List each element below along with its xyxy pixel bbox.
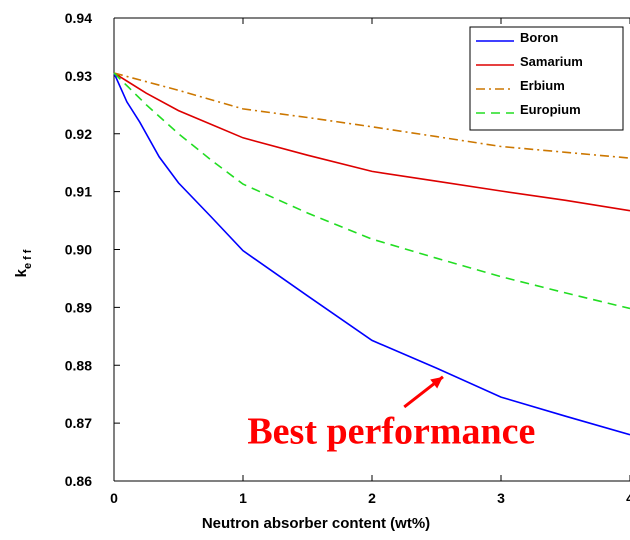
y-axis-title: keff: [13, 247, 34, 278]
annotation: Best performance: [247, 375, 535, 452]
y-tick-label: 0.92: [65, 126, 92, 142]
y-tick-label: 0.86: [65, 473, 92, 489]
series-line-samarium: [113, 72, 630, 212]
series-lines: [113, 72, 630, 436]
x-tick-label: 4: [626, 490, 630, 506]
legend-label-erbium: Erbium: [520, 78, 565, 93]
series-line-boron: [113, 72, 630, 436]
x-tick-label: 3: [497, 490, 505, 506]
y-tick-labels: 0.86 0.87 0.88 0.89 0.90 0.91 0.92 0.93 0.94: [65, 10, 92, 489]
x-tick-label: 0: [110, 490, 118, 506]
legend-label-samarium: Samarium: [520, 54, 583, 69]
y-tick-label: 0.89: [65, 299, 92, 315]
x-tick-label: 2: [368, 490, 376, 506]
y-tick-label: 0.91: [65, 184, 92, 200]
legend-label-europium: Europium: [520, 102, 581, 117]
y-tick-label: 0.90: [65, 242, 92, 258]
tick-marks: [113, 17, 630, 482]
y-tick-label: 0.93: [65, 68, 92, 84]
x-tick-labels: 0 1 2 3 4: [110, 490, 630, 506]
y-tick-label: 0.88: [65, 357, 92, 373]
annotation-text: Best performance: [247, 410, 535, 452]
svg-text:keff: keff: [13, 247, 34, 278]
x-tick-label: 1: [239, 490, 247, 506]
y-tick-label: 0.87: [65, 415, 92, 431]
y-axis-title-subscript: eff: [22, 247, 34, 269]
series-line-europium: [113, 72, 630, 310]
legend-label-boron: Boron: [520, 30, 558, 45]
annotation-arrow-head: [430, 376, 443, 389]
legend-items: Boron Samarium Erbium Europium: [476, 30, 583, 117]
y-axis-title-main: k: [13, 268, 30, 277]
series-line-erbium: [113, 72, 630, 159]
legend: Boron Samarium Erbium Europium: [469, 26, 624, 131]
x-axis-title: Neutron absorber content (wt%): [202, 515, 430, 532]
y-tick-label: 0.94: [65, 10, 92, 26]
